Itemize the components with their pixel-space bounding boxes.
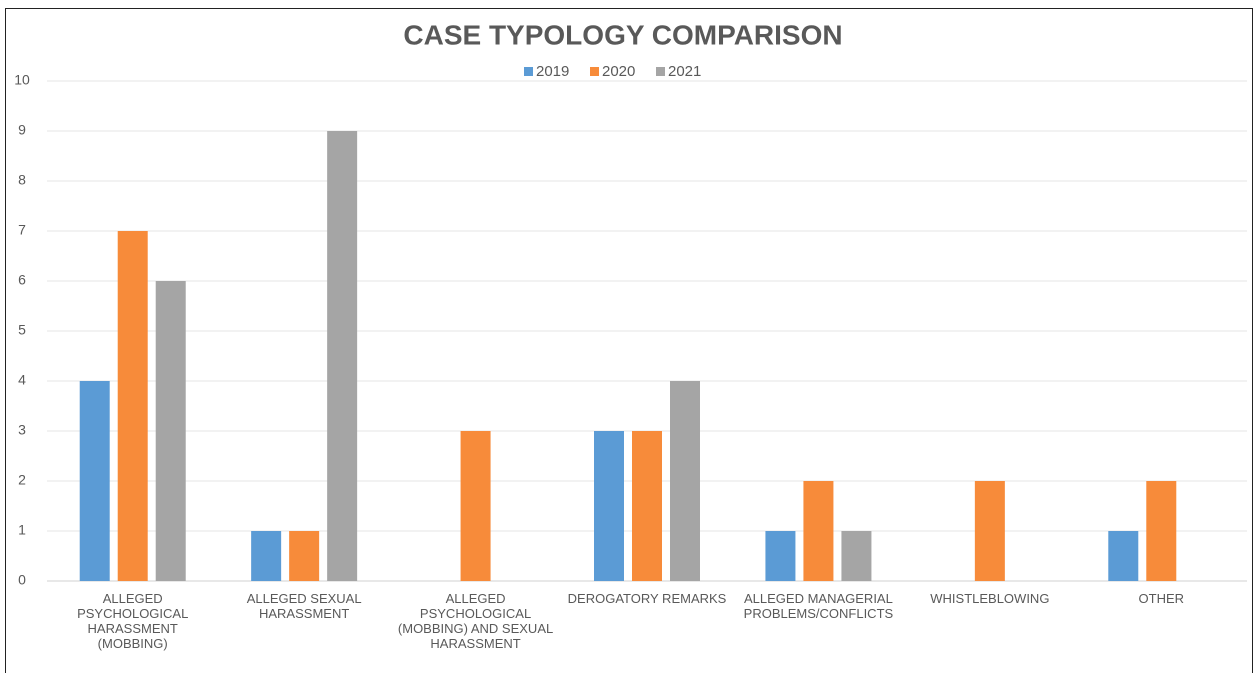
bar bbox=[594, 431, 624, 581]
legend-label: 2020 bbox=[602, 63, 635, 80]
bar bbox=[632, 431, 662, 581]
x-tick-label: ALLEGED SEXUAL HARASSMENT bbox=[246, 591, 362, 621]
bar bbox=[155, 281, 186, 581]
bar bbox=[765, 531, 796, 581]
bar bbox=[841, 531, 872, 581]
y-tick-label: 1 bbox=[18, 522, 26, 538]
legend-swatch bbox=[524, 67, 533, 76]
y-tick-label: 4 bbox=[18, 372, 26, 388]
y-tick-label: 6 bbox=[18, 272, 26, 288]
chart-frame bbox=[5, 8, 1253, 673]
x-tick-label: ALLEGED PSYCHOLOGICAL HARASSMENT (MOBBIN… bbox=[77, 591, 189, 651]
chart-title: CASE TYPOLOGY COMPARISON bbox=[403, 19, 842, 50]
bar bbox=[327, 131, 358, 581]
y-tick-label: 2 bbox=[18, 472, 26, 488]
x-tick-label: ALLEGED MANAGERIAL PROBLEMS/CONFLICTS bbox=[743, 591, 894, 621]
y-tick-label: 0 bbox=[18, 572, 26, 588]
legend-label: 2019 bbox=[536, 63, 569, 80]
x-tick-label: ALLEGED PSYCHOLOGICAL (MOBBING) AND SEXU… bbox=[397, 591, 554, 651]
bar bbox=[289, 531, 320, 581]
y-tick-label: 10 bbox=[14, 72, 30, 88]
x-tick-label: OTHER bbox=[1138, 591, 1185, 606]
y-tick-label: 5 bbox=[18, 322, 26, 338]
x-tick-label: DEROGATORY REMARKS bbox=[567, 591, 727, 606]
bar bbox=[1146, 481, 1177, 581]
y-tick-label: 8 bbox=[18, 172, 26, 188]
bar bbox=[460, 431, 491, 581]
legend-swatch bbox=[656, 67, 665, 76]
bar bbox=[974, 481, 1005, 581]
bar bbox=[251, 531, 282, 581]
legend-swatch bbox=[590, 67, 599, 76]
bar bbox=[803, 481, 834, 581]
bar bbox=[1108, 531, 1139, 581]
legend-label: 2021 bbox=[668, 63, 701, 80]
bar bbox=[670, 381, 700, 581]
y-tick-label: 9 bbox=[18, 122, 26, 138]
bar bbox=[79, 381, 110, 581]
bar bbox=[117, 231, 148, 581]
y-tick-label: 7 bbox=[18, 222, 26, 238]
y-tick-label: 3 bbox=[18, 422, 26, 438]
x-tick-label: WHISTLEBLOWING bbox=[930, 591, 1050, 606]
